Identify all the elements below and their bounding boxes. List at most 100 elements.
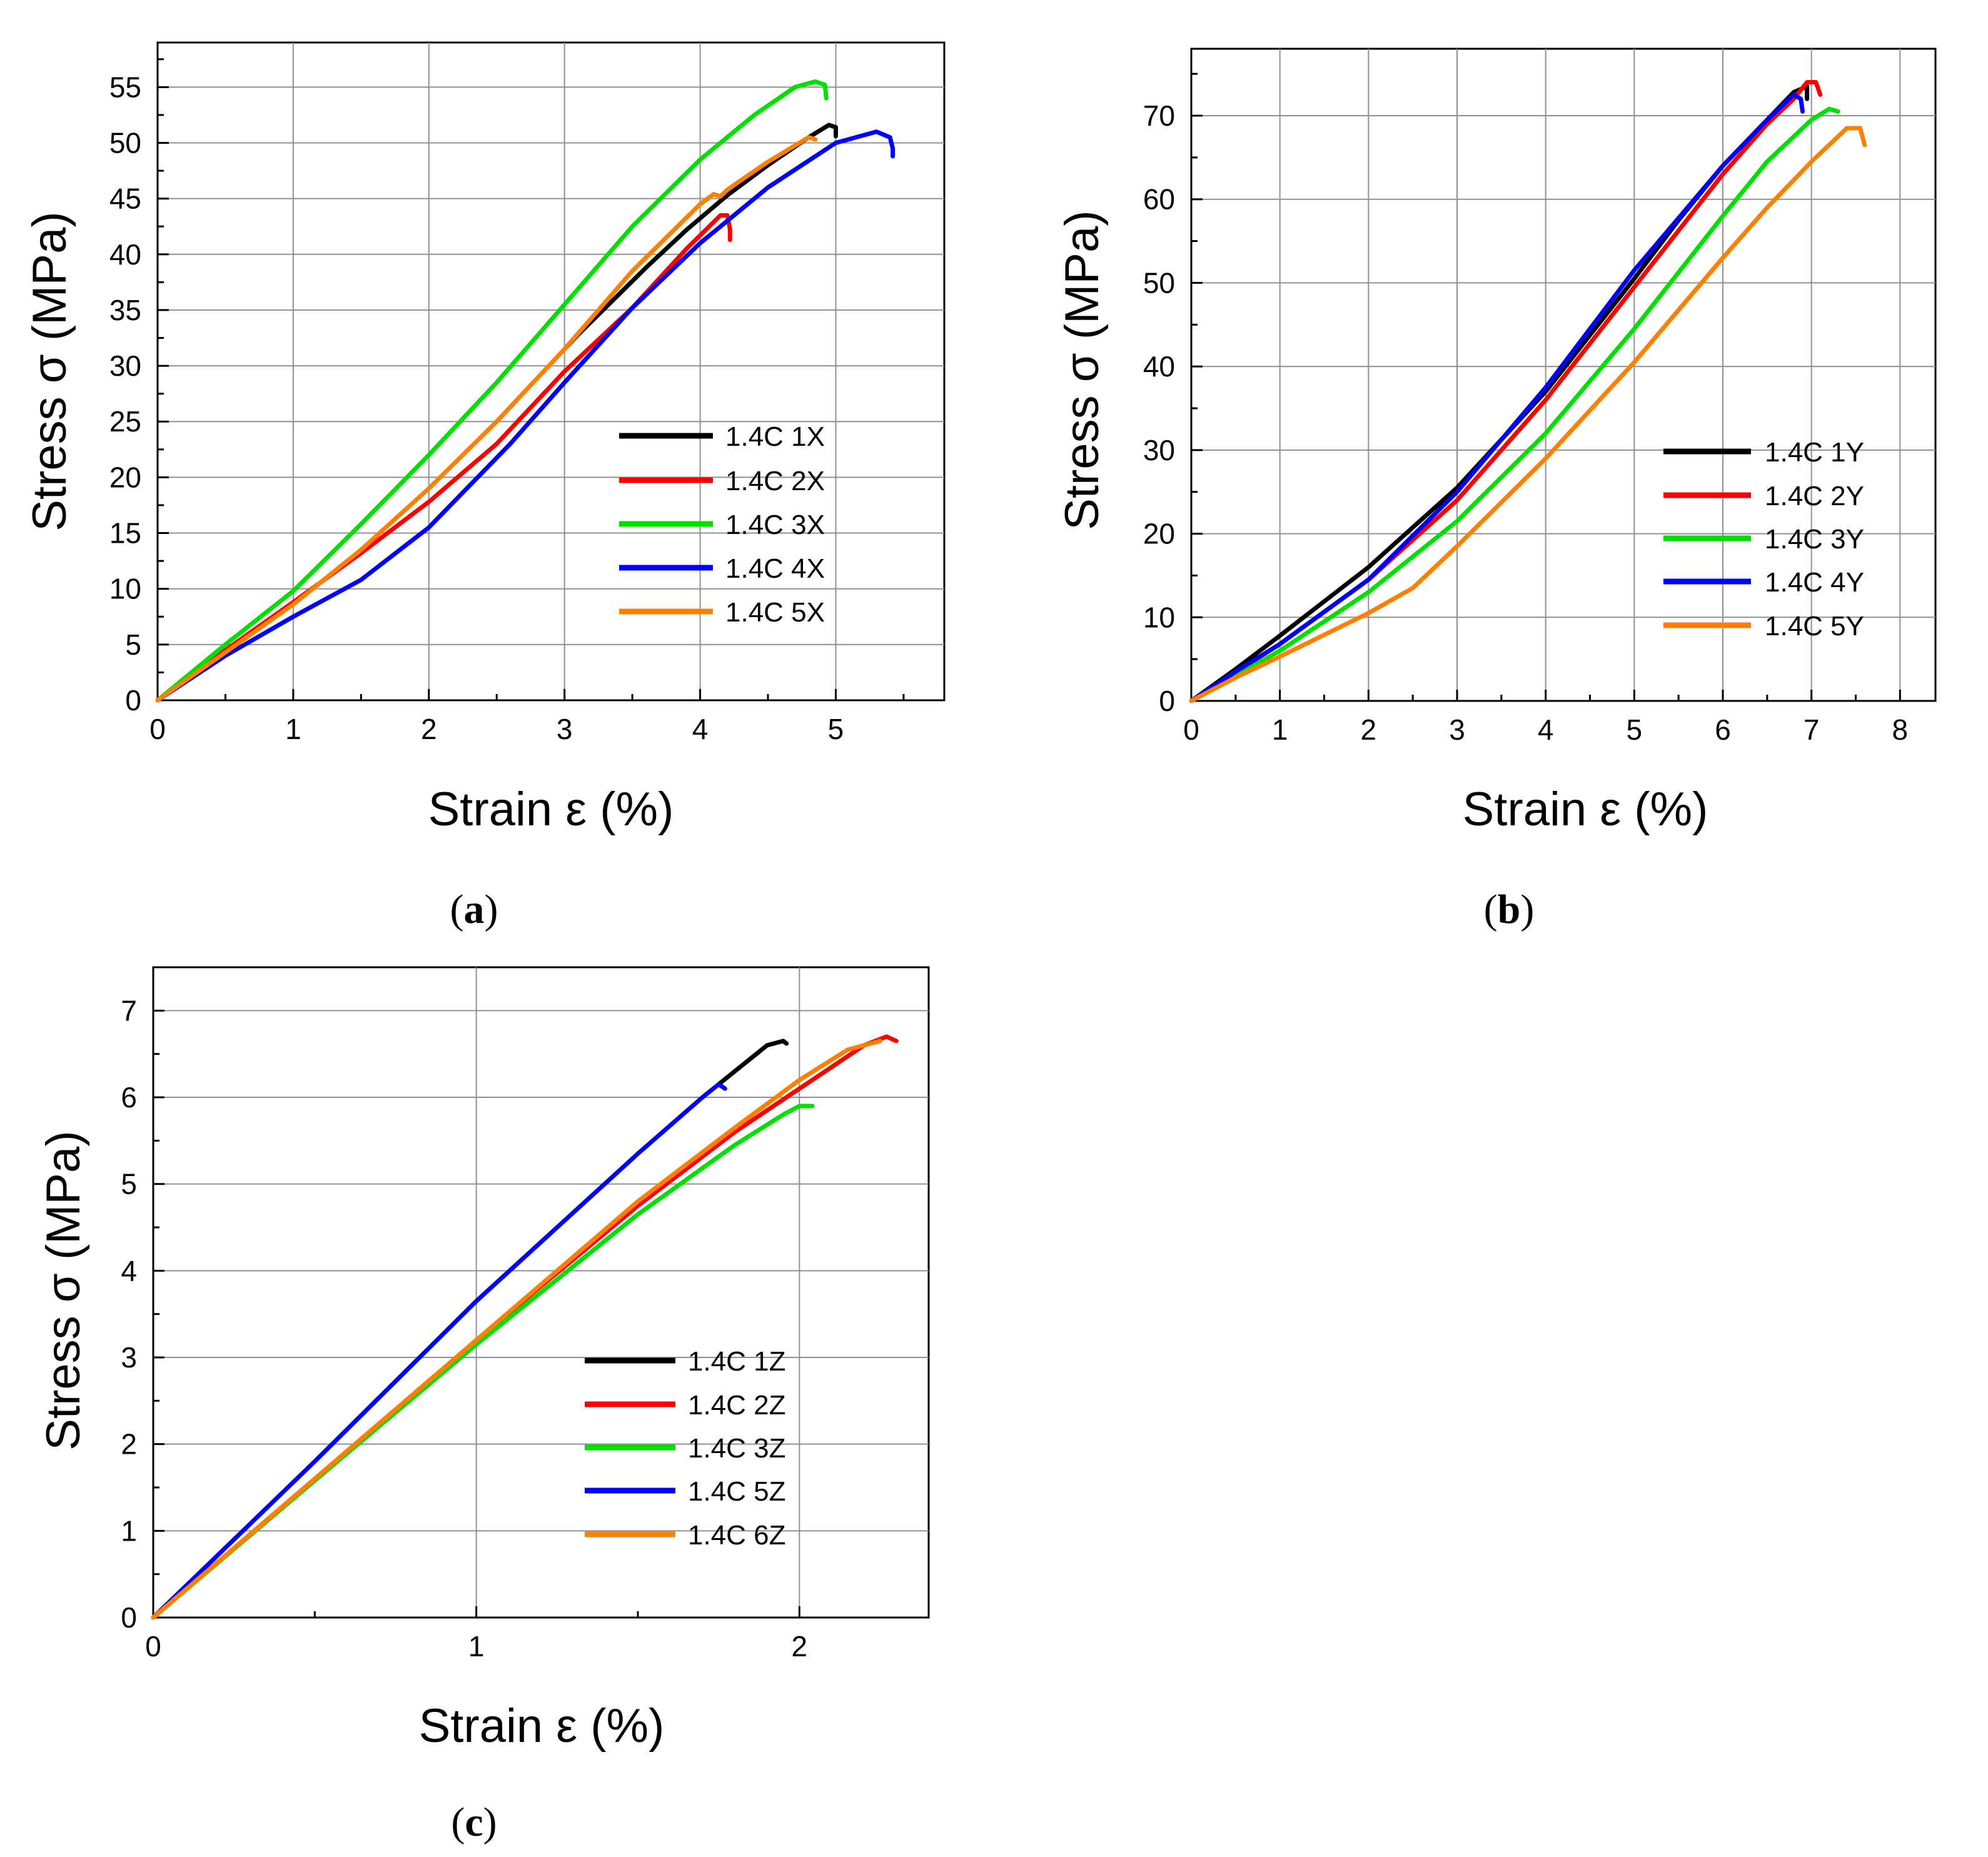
legend-label-1-4c-5x: 1.4C 5X bbox=[725, 597, 825, 628]
panel-caption: (b) bbox=[1484, 887, 1535, 932]
x-axis-label: Strain ε (%) bbox=[419, 1699, 665, 1753]
legend-label-1-4c-4x: 1.4C 4X bbox=[725, 553, 825, 584]
panel-caption: (c) bbox=[451, 1799, 497, 1845]
legend-label-1-4c-5y: 1.4C 5Y bbox=[1765, 611, 1864, 642]
legend-label-1-4c-2x: 1.4C 2X bbox=[725, 466, 825, 496]
y-tick-label: 0 bbox=[1159, 685, 1175, 717]
y-tick-label: 50 bbox=[109, 126, 141, 159]
x-tick-label: 4 bbox=[1538, 713, 1554, 746]
x-tick-label: 3 bbox=[1449, 713, 1465, 746]
legend: 1.4C 1Z 1.4C 2Z 1.4C 3Z 1.4C 5Z 1.4C 6Z bbox=[585, 1346, 786, 1551]
y-tick-label: 40 bbox=[1143, 350, 1175, 383]
y-tick-label: 15 bbox=[109, 517, 141, 550]
y-tick-label: 45 bbox=[109, 183, 141, 215]
y-tick-label: 0 bbox=[125, 684, 141, 717]
x-tick-label: 4 bbox=[692, 713, 709, 745]
y-tick-label: 30 bbox=[109, 350, 141, 382]
y-tick-label: 5 bbox=[121, 1168, 137, 1200]
legend-label-1-4c-4y: 1.4C 4Y bbox=[1765, 567, 1864, 598]
legend-label-1-4c-3y: 1.4C 3Y bbox=[1765, 524, 1864, 555]
y-tick-label: 60 bbox=[1143, 183, 1175, 216]
y-tick-label: 50 bbox=[1143, 266, 1175, 299]
y-tick-label: 7 bbox=[121, 994, 137, 1027]
y-axis-label: Stress σ (MPa) bbox=[37, 1130, 90, 1450]
series-group bbox=[1189, 80, 1867, 703]
series-line-1-4c-5z bbox=[151, 1082, 727, 1620]
legend: 1.4C 1X 1.4C 2X 1.4C 3X 1.4C 4X 1.4C 5X bbox=[619, 421, 825, 628]
y-tick-label: 70 bbox=[1143, 99, 1175, 132]
y-tick-label: 55 bbox=[109, 71, 141, 103]
x-tick-label: 0 bbox=[145, 1630, 161, 1663]
x-tick-label: 5 bbox=[1627, 713, 1643, 746]
chart-panel-b: 0 1 2 3 4 5 6 7 8 0 10 20 30 40 50 60 70 Strain ε (%) St… bbox=[1056, 48, 1937, 932]
plot-area bbox=[152, 966, 930, 1619]
axis-ticks: 0 1 2 3 4 5 6 7 8 0 10 20 30 40 50 60 70 bbox=[1143, 73, 1909, 746]
series-line-1-4c-3x bbox=[155, 79, 829, 703]
y-tick-label: 10 bbox=[109, 573, 141, 605]
legend-label-1-4c-6z: 1.4C 6Z bbox=[688, 1520, 786, 1551]
plot-area bbox=[1190, 48, 1937, 702]
grid-lines bbox=[1191, 49, 1935, 701]
y-tick-label: 2 bbox=[121, 1428, 137, 1461]
y-axis-label: Stress σ (MPa) bbox=[23, 211, 76, 531]
legend: 1.4C 1Y 1.4C 2Y 1.4C 3Y 1.4C 4Y 1.4C 5Y bbox=[1663, 437, 1864, 642]
x-tick-label: 2 bbox=[421, 713, 437, 745]
series-line-1-4c-5y bbox=[1189, 126, 1867, 703]
x-tick-label: 1 bbox=[468, 1630, 485, 1663]
y-tick-label: 6 bbox=[121, 1081, 137, 1114]
series-line-1-4c-4x bbox=[155, 129, 896, 703]
y-tick-label: 25 bbox=[109, 405, 141, 438]
panel-caption-letter: a bbox=[464, 887, 485, 932]
panel-caption: (a) bbox=[450, 887, 498, 932]
x-axis-label: Strain ε (%) bbox=[1463, 783, 1708, 836]
series-line-1-4c-1y bbox=[1189, 84, 1810, 703]
y-tick-label: 10 bbox=[1143, 601, 1175, 633]
y-tick-label: 30 bbox=[1143, 434, 1175, 466]
legend-label-1-4c-1y: 1.4C 1Y bbox=[1765, 437, 1864, 468]
plot-area bbox=[156, 41, 946, 702]
x-tick-label: 6 bbox=[1715, 713, 1731, 746]
legend-label-1-4c-3z: 1.4C 3Z bbox=[688, 1433, 786, 1464]
x-tick-label: 2 bbox=[1361, 713, 1377, 746]
series-line-1-4c-6z bbox=[151, 1039, 882, 1620]
x-axis-label: Strain ε (%) bbox=[428, 783, 674, 836]
legend-label-1-4c-2y: 1.4C 2Y bbox=[1765, 481, 1864, 511]
y-tick-label: 20 bbox=[1143, 518, 1175, 550]
legend-label-1-4c-1z: 1.4C 1Z bbox=[688, 1346, 786, 1377]
panel-caption-letter: b bbox=[1498, 887, 1521, 932]
y-tick-label: 3 bbox=[121, 1341, 137, 1374]
series-line-1-4c-4y bbox=[1189, 93, 1805, 703]
x-tick-label: 0 bbox=[1183, 713, 1199, 746]
x-tick-label: 3 bbox=[557, 713, 573, 745]
grid-lines bbox=[153, 967, 929, 1618]
y-tick-label: 5 bbox=[125, 628, 141, 661]
grid-lines bbox=[158, 43, 944, 700]
y-axis-label: Stress σ (MPa) bbox=[1056, 210, 1109, 530]
series-line-1-4c-5x bbox=[155, 135, 818, 703]
series-line-1-4c-1x bbox=[562, 123, 838, 351]
x-tick-label: 2 bbox=[792, 1630, 808, 1663]
series-group bbox=[151, 1034, 899, 1620]
legend-label-1-4c-5z: 1.4C 5Z bbox=[688, 1476, 786, 1507]
y-tick-label: 0 bbox=[121, 1601, 137, 1634]
panel-caption-letter: c bbox=[465, 1799, 483, 1845]
x-tick-label: 1 bbox=[1272, 713, 1288, 746]
axis-ticks: 0 1 2 0 1 2 3 4 5 6 7 bbox=[121, 994, 807, 1663]
legend-label-1-4c-1x: 1.4C 1X bbox=[725, 421, 825, 452]
y-tick-label: 40 bbox=[109, 238, 141, 271]
y-tick-label: 35 bbox=[109, 294, 141, 326]
x-tick-label: 7 bbox=[1804, 713, 1820, 746]
legend-label-1-4c-3x: 1.4C 3X bbox=[725, 510, 825, 540]
x-tick-label: 8 bbox=[1892, 713, 1909, 746]
series-line-1-4c-3y bbox=[1189, 106, 1840, 703]
y-tick-label: 1 bbox=[121, 1514, 137, 1547]
series-line-1-4c-1z bbox=[716, 1039, 789, 1087]
y-tick-label: 4 bbox=[121, 1254, 137, 1287]
legend-label-1-4c-2z: 1.4C 2Z bbox=[688, 1390, 786, 1421]
y-tick-label: 20 bbox=[109, 461, 141, 493]
x-tick-label: 1 bbox=[285, 713, 301, 745]
